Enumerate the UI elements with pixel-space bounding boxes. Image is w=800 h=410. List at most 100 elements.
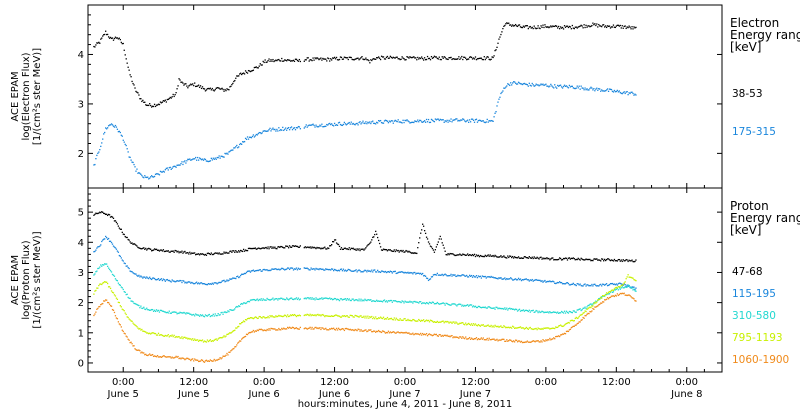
data-point — [215, 87, 217, 90]
data-point — [272, 328, 274, 330]
data-point — [365, 57, 367, 59]
data-point — [219, 314, 221, 316]
data-point — [160, 249, 163, 251]
data-point — [233, 309, 235, 311]
data-point — [105, 299, 107, 301]
data-point — [454, 274, 456, 276]
data-point — [168, 336, 170, 338]
data-point — [377, 329, 380, 332]
data-point — [480, 255, 483, 257]
data-point — [412, 56, 414, 58]
data-point — [119, 284, 121, 286]
data-point — [173, 311, 175, 313]
data-point — [197, 84, 200, 86]
data-point — [565, 257, 568, 260]
data-point — [391, 250, 393, 252]
data-point — [455, 254, 457, 257]
data-point — [202, 283, 205, 285]
data-point — [497, 278, 499, 280]
data-point — [103, 238, 105, 240]
data-point — [426, 320, 429, 322]
data-point — [249, 271, 252, 273]
data-point — [290, 297, 293, 299]
data-point — [532, 309, 534, 311]
data-point — [364, 269, 366, 271]
data-point — [183, 336, 185, 339]
data-point — [267, 130, 269, 132]
data-point — [523, 278, 526, 281]
data-point — [459, 120, 461, 122]
data-point — [141, 328, 143, 331]
data-point — [279, 246, 281, 249]
data-point — [187, 312, 189, 315]
data-point — [580, 309, 582, 312]
data-point — [394, 119, 396, 122]
data-point — [151, 332, 154, 334]
data-point — [205, 341, 208, 343]
data-point — [178, 252, 180, 254]
data-point — [407, 332, 409, 334]
data-point — [502, 307, 504, 310]
data-point — [484, 58, 486, 61]
data-point — [243, 320, 246, 323]
data-point — [589, 87, 591, 90]
data-point — [466, 254, 468, 256]
data-point — [370, 270, 372, 273]
data-point — [456, 275, 458, 277]
data-point — [184, 250, 186, 253]
data-point — [188, 85, 190, 87]
data-point — [103, 34, 105, 36]
data-point — [620, 27, 622, 29]
data-point — [555, 86, 557, 88]
data-point — [167, 312, 169, 314]
data-point — [527, 85, 529, 87]
data-point — [215, 158, 217, 160]
data-point — [468, 323, 471, 325]
data-point — [354, 58, 356, 60]
data-point — [494, 112, 496, 114]
data-point — [390, 250, 392, 252]
data-point — [565, 322, 568, 325]
data-point — [236, 251, 238, 253]
data-point — [519, 341, 522, 343]
data-point — [185, 162, 187, 164]
data-point — [334, 329, 337, 331]
data-point — [236, 305, 238, 308]
data-point — [120, 257, 122, 259]
data-point — [618, 286, 620, 288]
data-point — [619, 260, 621, 262]
data-point — [212, 253, 214, 256]
data-point — [113, 220, 116, 222]
data-point — [415, 320, 417, 322]
data-point — [569, 284, 572, 286]
data-point — [461, 337, 463, 339]
data-point — [425, 319, 428, 321]
data-point — [337, 298, 340, 301]
data-point — [633, 288, 635, 290]
data-point — [541, 280, 543, 282]
data-point — [533, 279, 535, 282]
data-point — [576, 323, 578, 325]
data-point — [233, 250, 235, 252]
data-point — [591, 305, 593, 307]
data-point — [324, 269, 326, 271]
data-point — [550, 83, 552, 86]
data-point — [269, 60, 271, 62]
data-point — [198, 339, 201, 342]
data-point — [229, 86, 231, 88]
data-point — [246, 301, 249, 303]
data-point — [595, 306, 597, 308]
data-point — [406, 301, 408, 303]
data-point — [626, 276, 628, 278]
data-point — [569, 26, 572, 28]
data-point — [374, 269, 376, 271]
data-point — [483, 255, 485, 258]
data-point — [164, 169, 166, 171]
data-point — [439, 58, 441, 61]
data-point — [313, 268, 315, 270]
data-point — [631, 297, 633, 299]
data-point — [602, 24, 604, 26]
data-point — [253, 298, 256, 301]
data-point — [559, 324, 562, 326]
